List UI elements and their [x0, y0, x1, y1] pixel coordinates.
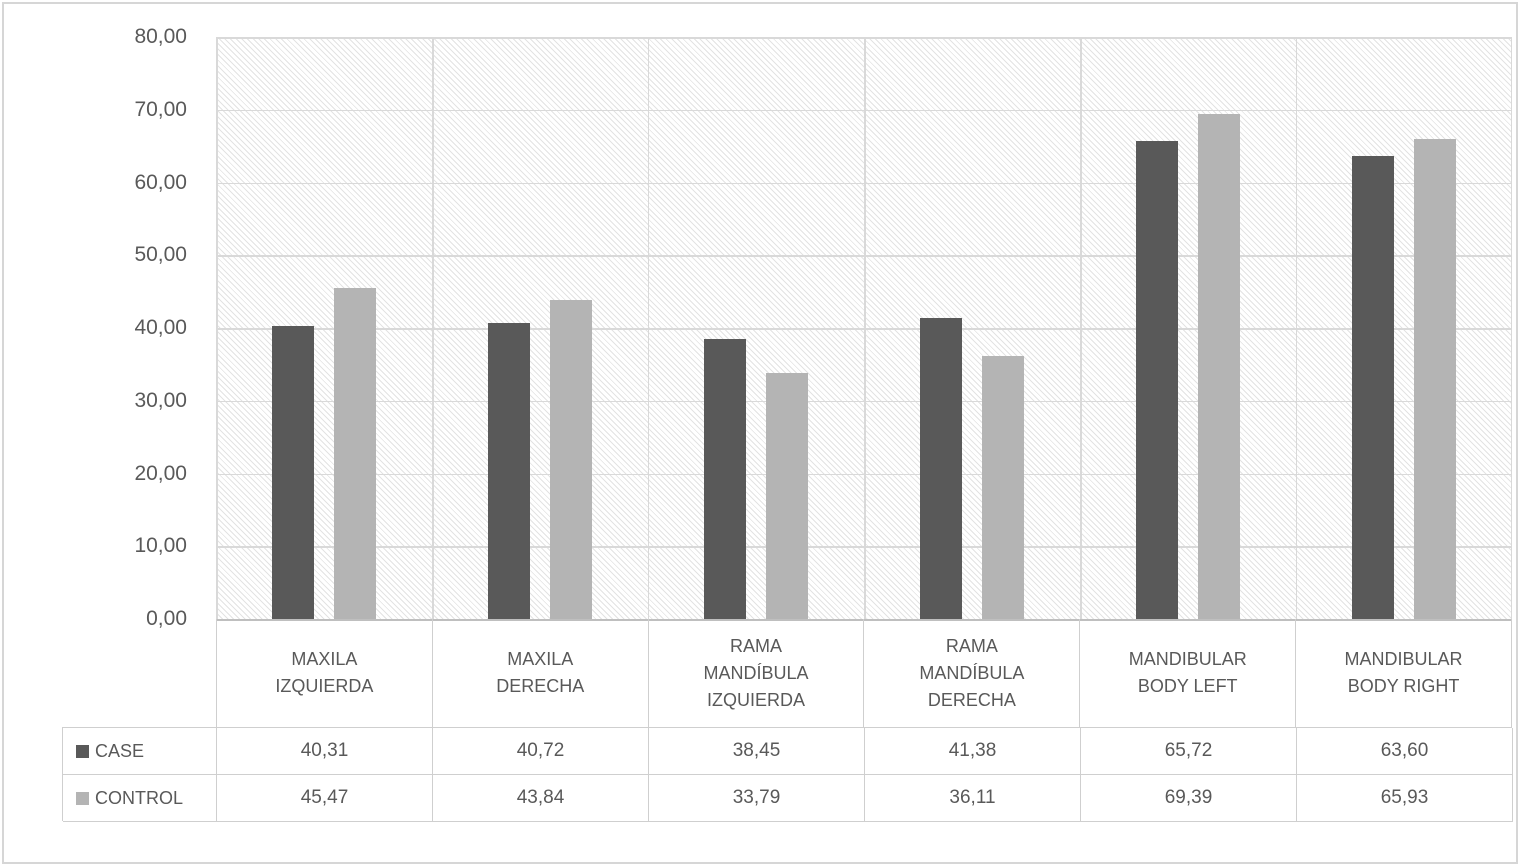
- y-tick-label: 50,00: [134, 243, 187, 267]
- table-value-control-maxila-izquierda: 45,47: [217, 775, 433, 822]
- bar-control: [982, 356, 1024, 619]
- bar-control: [1198, 114, 1240, 619]
- table-value-control-mandibular-body-left: 69,39: [1081, 775, 1297, 822]
- category-cell: MAXILA IZQUIERDA: [216, 619, 433, 727]
- bar-group-maxila-derecha: [432, 37, 648, 619]
- table-value-control-maxila-derecha: 43,84: [433, 775, 649, 822]
- bar-case: [488, 322, 530, 619]
- gridline: [864, 37, 866, 619]
- bar-control: [766, 373, 808, 619]
- bar-group-maxila-izquierda: [216, 37, 432, 619]
- gridline: [1080, 37, 1082, 619]
- bar-control: [1414, 139, 1456, 619]
- y-tick-label: 80,00: [134, 25, 187, 48]
- gridline: [216, 37, 218, 619]
- y-axis: 80,00 70,00 60,00 50,00 40,00 30,00 20,0…: [0, 25, 187, 630]
- bar-case: [920, 317, 962, 619]
- bars-layer: [216, 37, 1512, 619]
- table-value-case-maxila-derecha: 40,72: [433, 728, 649, 775]
- category-label: MAXILA DERECHA: [496, 649, 585, 696]
- y-tick-label: 20,00: [134, 461, 187, 485]
- table-value-case-maxila-izquierda: 40,31: [217, 728, 433, 775]
- y-tick-label: 0,00: [146, 607, 187, 630]
- gridline: [647, 37, 650, 619]
- control-legend-swatch-icon: [76, 791, 89, 805]
- gridline: [1295, 37, 1298, 619]
- data-table: CASE 40,31 40,72 38,45 41,38 65,72 63,60…: [62, 727, 1513, 822]
- y-tick-label: 30,00: [134, 388, 187, 412]
- bar-group-rama-mandibula-izquierda: [648, 37, 864, 619]
- category-cell: RAMA MANDÍBULA IZQUIERDA: [649, 619, 865, 727]
- y-tick-label: 70,00: [134, 97, 187, 121]
- table-value-case-rama-mandibula-derecha: 41,38: [865, 728, 1081, 775]
- bar-control: [334, 288, 376, 619]
- bar-case: [1136, 140, 1178, 619]
- y-tick-label: 60,00: [134, 170, 187, 194]
- table-value-control-mandibular-body-right: 65,93: [1297, 775, 1513, 822]
- x-axis-category-row: MAXILA IZQUIERDA MAXILA DERECHA RAMA MAN…: [216, 619, 1512, 727]
- y-tick-label: 10,00: [134, 534, 187, 558]
- category-label: RAMA MANDÍBULA IZQUIERDA: [703, 635, 809, 710]
- table-value-control-rama-mandibula-derecha: 36,11: [865, 775, 1081, 822]
- bar-group-mandibular-body-right: [1296, 37, 1512, 619]
- category-label: MANDIBULAR BODY RIGHT: [1344, 649, 1463, 696]
- bar-case: [1352, 156, 1394, 619]
- bar-case: [272, 325, 314, 619]
- category-label: MANDIBULAR BODY LEFT: [1128, 649, 1247, 696]
- category-label: MAXILA IZQUIERDA: [275, 649, 374, 696]
- table-value-case-mandibular-body-right: 63,60: [1297, 728, 1513, 775]
- bar-control: [550, 300, 592, 619]
- legend-item-case: CASE: [63, 728, 217, 775]
- legend-label-control: CONTROL: [95, 787, 184, 808]
- bar-case: [704, 339, 746, 619]
- case-legend-swatch-icon: [76, 744, 89, 758]
- category-cell: MAXILA DERECHA: [433, 619, 649, 727]
- gridline: [432, 37, 434, 619]
- category-cell: MANDIBULAR BODY LEFT: [1080, 619, 1297, 727]
- gridline: [1510, 37, 1512, 619]
- table-value-control-rama-mandibula-izquierda: 33,79: [649, 775, 865, 822]
- y-tick-label: 40,00: [134, 316, 187, 339]
- category-label: RAMA MANDÍBULA DERECHA: [919, 635, 1025, 710]
- legend-item-control: CONTROL: [63, 775, 217, 822]
- legend-label-case: CASE: [95, 740, 145, 761]
- table-value-case-rama-mandibula-izquierda: 38,45: [649, 728, 865, 775]
- table-value-case-mandibular-body-left: 65,72: [1081, 728, 1297, 775]
- bar-group-rama-mandibula-derecha: [864, 37, 1080, 619]
- category-cell: MANDIBULAR BODY RIGHT: [1296, 619, 1512, 727]
- category-cell: RAMA MANDÍBULA DERECHA: [864, 619, 1081, 727]
- plot-area: [216, 37, 1512, 621]
- bar-group-mandibular-body-left: [1080, 37, 1296, 619]
